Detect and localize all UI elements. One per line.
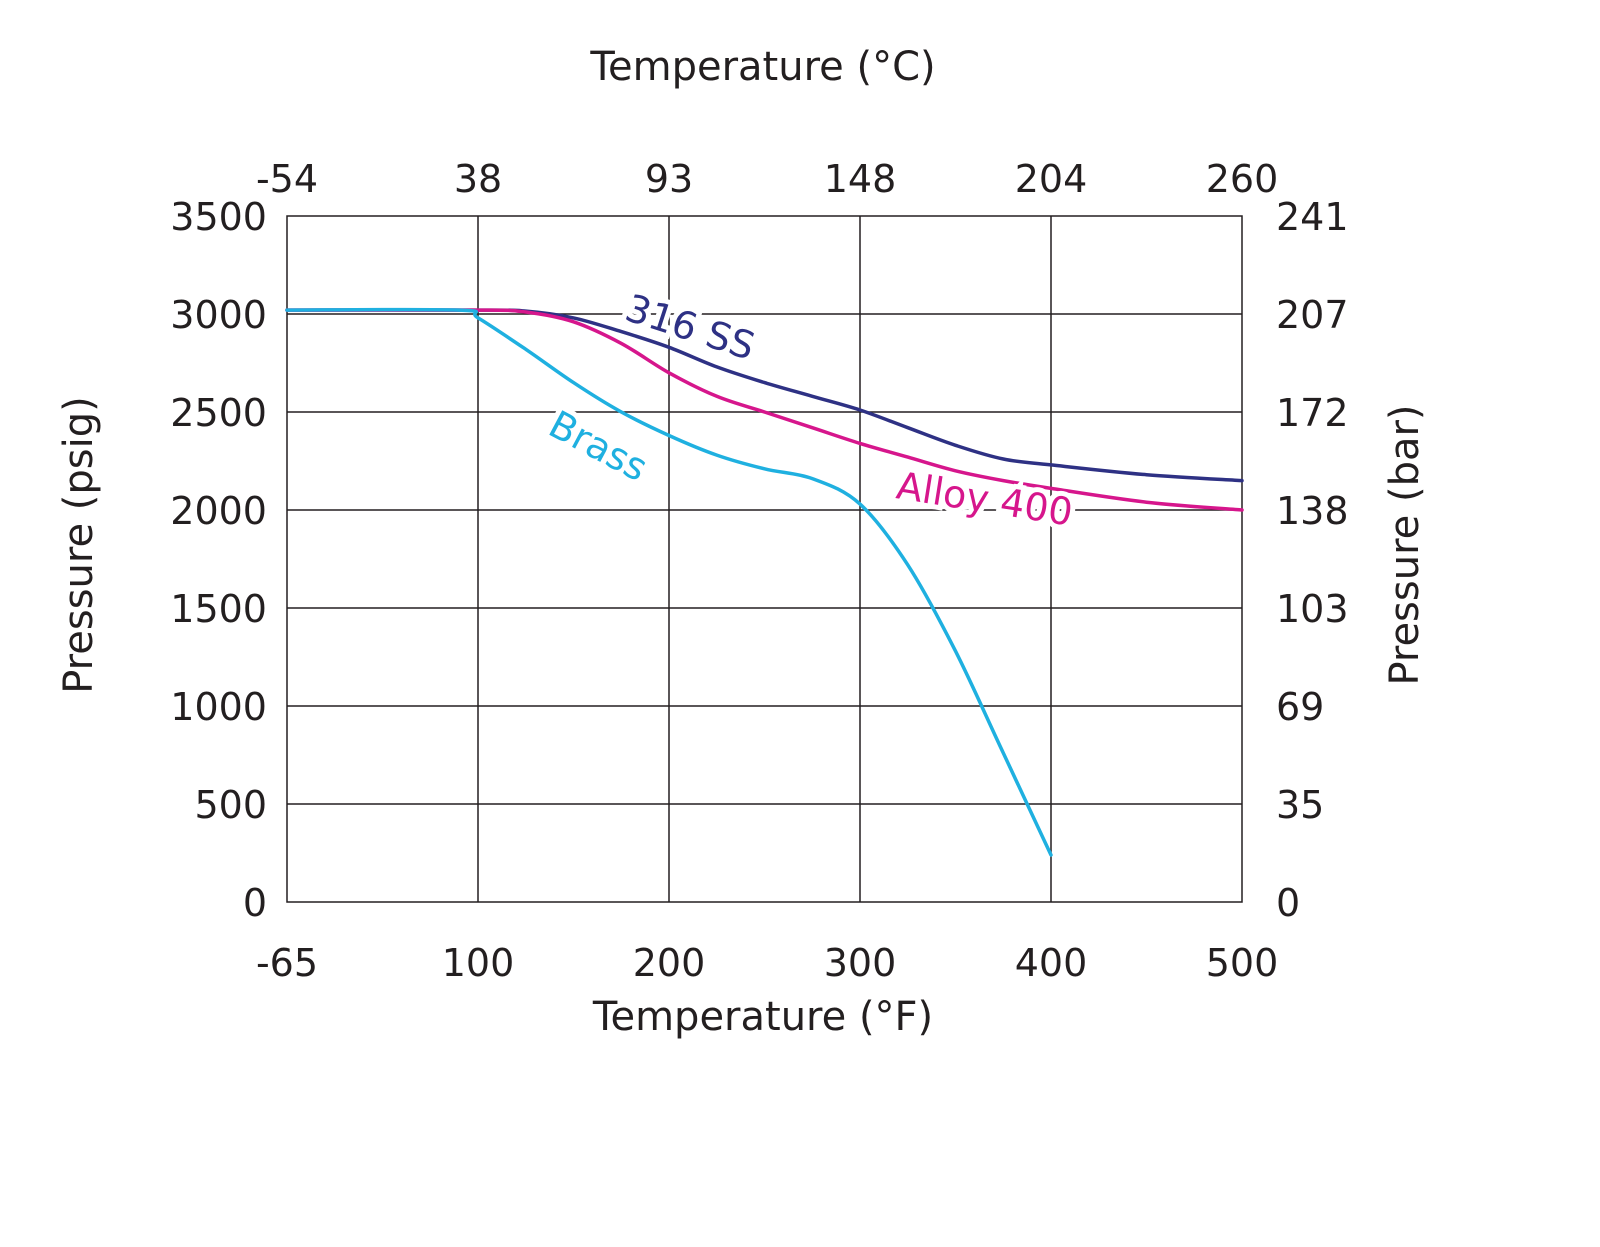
y-tick-label: 1000 — [170, 685, 267, 729]
y2-tick-label: 241 — [1276, 195, 1349, 239]
y-tick-label: 2000 — [170, 489, 267, 533]
y-tick-label: 0 — [243, 881, 267, 925]
tick-labels: -65 100 200 300 400 500 -54 38 93 148 204 260 0 500 10… — [170, 157, 1348, 985]
x2-tick-label: -54 — [256, 157, 318, 201]
y2-tick-label: 172 — [1276, 391, 1349, 435]
x-tick-label: 500 — [1206, 941, 1279, 985]
y-tick-label: 3500 — [170, 195, 267, 239]
x-tick-label: 100 — [442, 941, 515, 985]
x2-tick-label: 260 — [1206, 157, 1279, 201]
y2-tick-label: 0 — [1276, 881, 1300, 925]
y2-tick-label: 35 — [1276, 783, 1324, 827]
x-tick-label: 200 — [633, 941, 706, 985]
series-layer — [285, 307, 1244, 857]
y-tick-label: 2500 — [170, 391, 267, 435]
y-tick-label: 500 — [194, 783, 267, 827]
y2-tick-label: 207 — [1276, 293, 1349, 337]
x-tick-label: 300 — [824, 941, 897, 985]
x2-tick-label: 38 — [454, 157, 502, 201]
y2-tick-label: 138 — [1276, 489, 1349, 533]
y2-tick-label: 103 — [1276, 587, 1349, 631]
x2-tick-label: 93 — [645, 157, 693, 201]
series-line-alloy400 — [285, 308, 1244, 512]
y-tick-label: 3000 — [170, 293, 267, 337]
x2-tick-label: 148 — [824, 157, 897, 201]
y2-axis-title: Pressure (bar) — [1382, 404, 1428, 685]
y2-tick-label: 69 — [1276, 685, 1324, 729]
y-tick-label: 1500 — [170, 587, 267, 631]
plot-frame — [286, 215, 1243, 903]
y-axis-title: Pressure (psig) — [56, 396, 102, 693]
x-tick-label: 400 — [1015, 941, 1088, 985]
x2-tick-label: 204 — [1015, 157, 1088, 201]
series-line-brass — [285, 307, 1053, 857]
x-axis-title: Temperature (°F) — [592, 994, 933, 1040]
x2-axis-title: Temperature (°C) — [589, 44, 935, 90]
x-tick-label: -65 — [256, 941, 318, 985]
